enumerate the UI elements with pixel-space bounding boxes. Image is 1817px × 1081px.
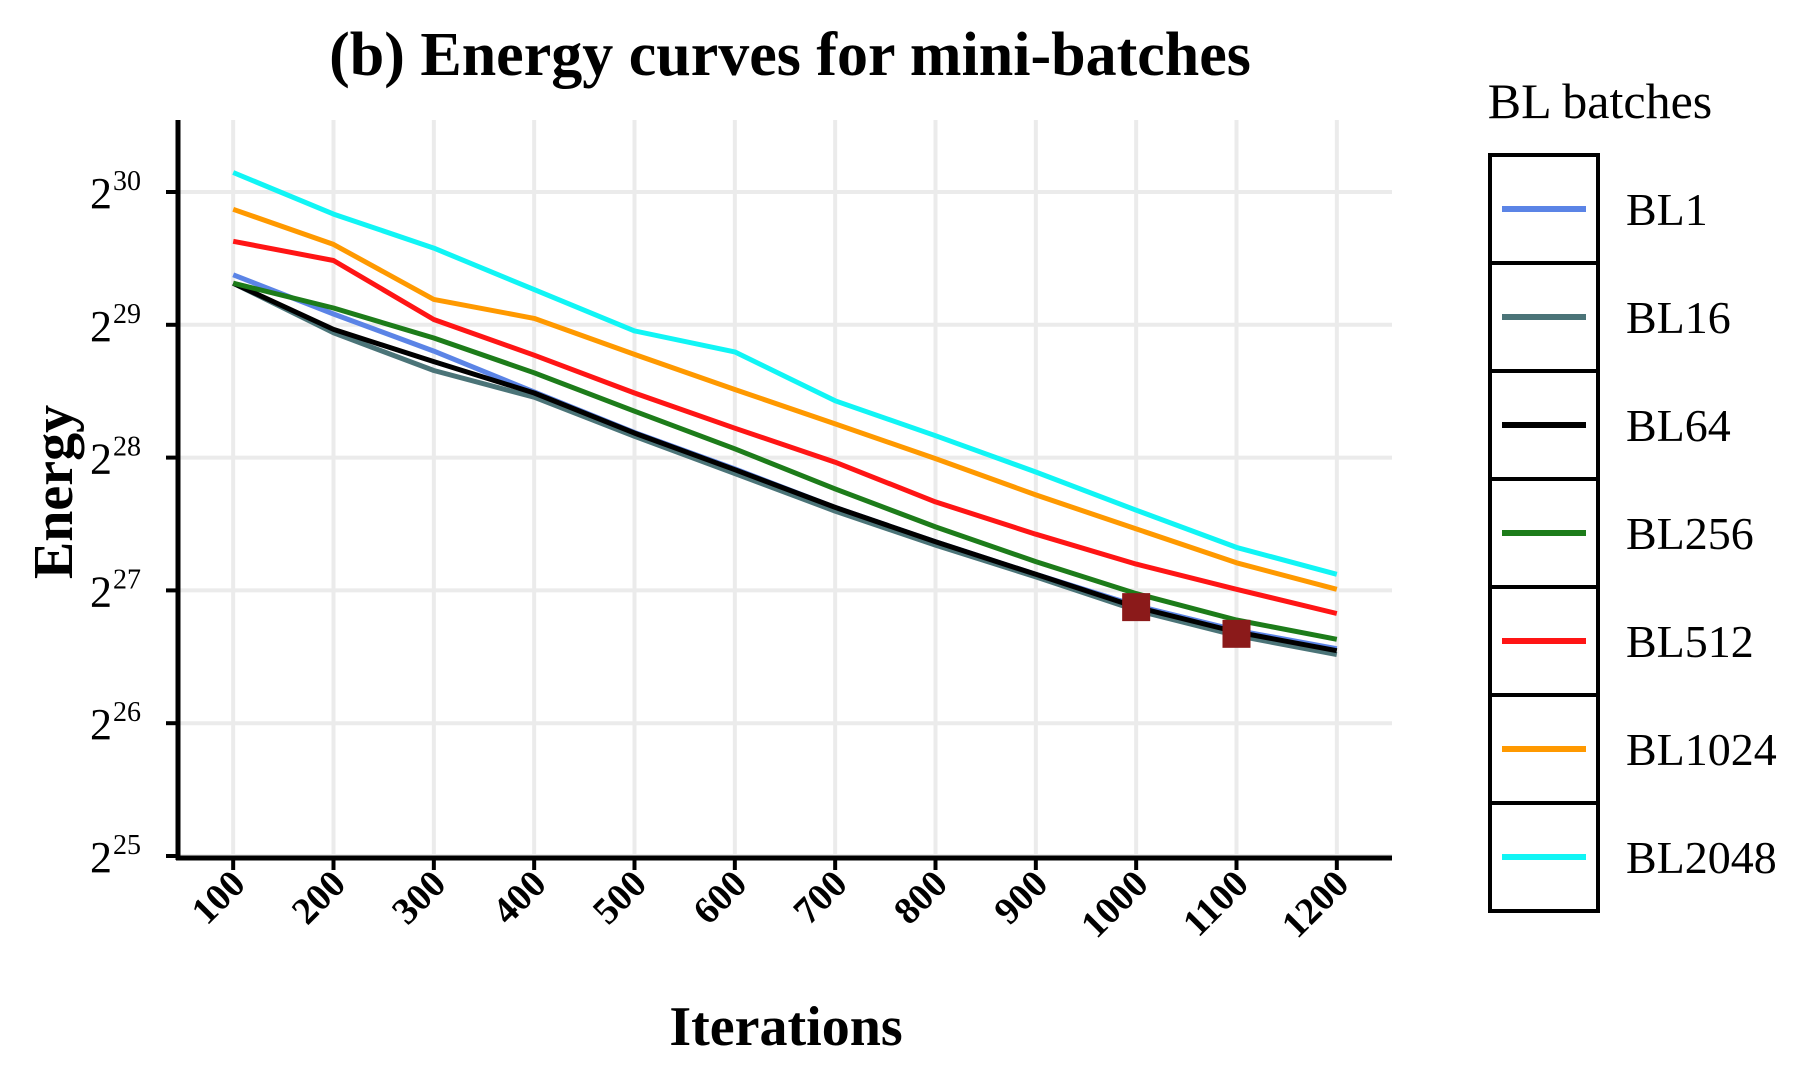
x-tick-label: 300 [384, 863, 454, 933]
y-tick-label: 2 28 [90, 432, 141, 484]
legend-label: BL1024 [1626, 724, 1777, 775]
series-line-bl256 [232, 280, 1338, 642]
y-tick-base: 2 [90, 435, 112, 484]
y-tick-exponent: 26 [113, 697, 141, 728]
y-tick-base: 2 [90, 169, 112, 218]
legend-label: BL1 [1626, 184, 1708, 235]
y-tick-label: 2 30 [90, 166, 141, 218]
y-tick-exponent: 28 [113, 432, 141, 463]
highlight-marker [1122, 593, 1151, 622]
y-tick-label: 2 29 [90, 299, 141, 351]
x-tick-label: 1000 [1073, 863, 1156, 946]
legend-item-bl1024: BL1024 [1488, 693, 1777, 805]
series-line-bl1 [232, 272, 1338, 652]
series-line-bl512 [232, 238, 1338, 616]
x-tick-label: 400 [485, 863, 555, 933]
y-tick-exponent: 25 [113, 830, 141, 861]
series-lines [232, 170, 1338, 658]
y-tick-label: 2 26 [90, 697, 141, 749]
y-tick-base: 2 [90, 700, 112, 749]
legend-label: BL256 [1626, 508, 1754, 559]
y-tick-exponent: 30 [113, 166, 141, 197]
legend-item-bl512: BL512 [1488, 585, 1754, 697]
x-axis-label: Iterations [669, 996, 902, 1058]
legend-item-bl64: BL64 [1488, 369, 1731, 481]
x-tick-label: 1100 [1175, 863, 1257, 945]
y-tick-labels: 2 252 262 272 282 292 30 [90, 166, 141, 882]
x-tick-labels: 100 200 300 400 500 600 700 800 900 1000 1100 1200 [184, 863, 1358, 946]
y-tick-label: 2 27 [90, 564, 141, 616]
legend-title: BL batches [1488, 73, 1712, 129]
x-tick-label: 1200 [1274, 863, 1357, 946]
series-line-bl1024 [232, 206, 1338, 592]
y-axis-label: Energy [23, 405, 85, 579]
x-tick-label: 800 [886, 863, 956, 933]
x-tick-label: 100 [184, 863, 254, 933]
legend-item-bl2048: BL2048 [1488, 801, 1777, 913]
legend-label: BL2048 [1626, 832, 1777, 883]
legend-label: BL64 [1626, 400, 1731, 451]
legend-label: BL512 [1626, 616, 1754, 667]
chart-title: (b) Energy curves for mini-batches [329, 21, 1251, 89]
legend: BL batches BL1 BL16 BL64 BL256 BL512 BL1024 BL… [1488, 73, 1777, 913]
y-tick-label: 2 25 [90, 830, 141, 882]
y-tick-base: 2 [90, 302, 112, 351]
x-tick-label: 200 [284, 863, 354, 933]
y-tick-base: 2 [90, 833, 112, 882]
legend-item-bl256: BL256 [1488, 477, 1754, 589]
series-line-bl64 [232, 280, 1338, 654]
legend-item-bl16: BL16 [1488, 261, 1731, 373]
x-tick-label: 900 [986, 863, 1056, 933]
axes [166, 120, 1392, 870]
series-line-bl16 [232, 280, 1338, 658]
highlight-markers [1122, 593, 1251, 648]
x-tick-label: 700 [786, 863, 856, 933]
y-tick-exponent: 27 [113, 564, 141, 595]
y-tick-exponent: 29 [113, 299, 141, 330]
legend-label: BL16 [1626, 292, 1731, 343]
x-tick-label: 600 [685, 863, 755, 933]
highlight-marker [1222, 619, 1251, 648]
series-line-bl2048 [232, 170, 1338, 577]
y-tick-base: 2 [90, 567, 112, 616]
x-tick-label: 500 [585, 863, 655, 933]
legend-item-bl1: BL1 [1488, 153, 1708, 265]
